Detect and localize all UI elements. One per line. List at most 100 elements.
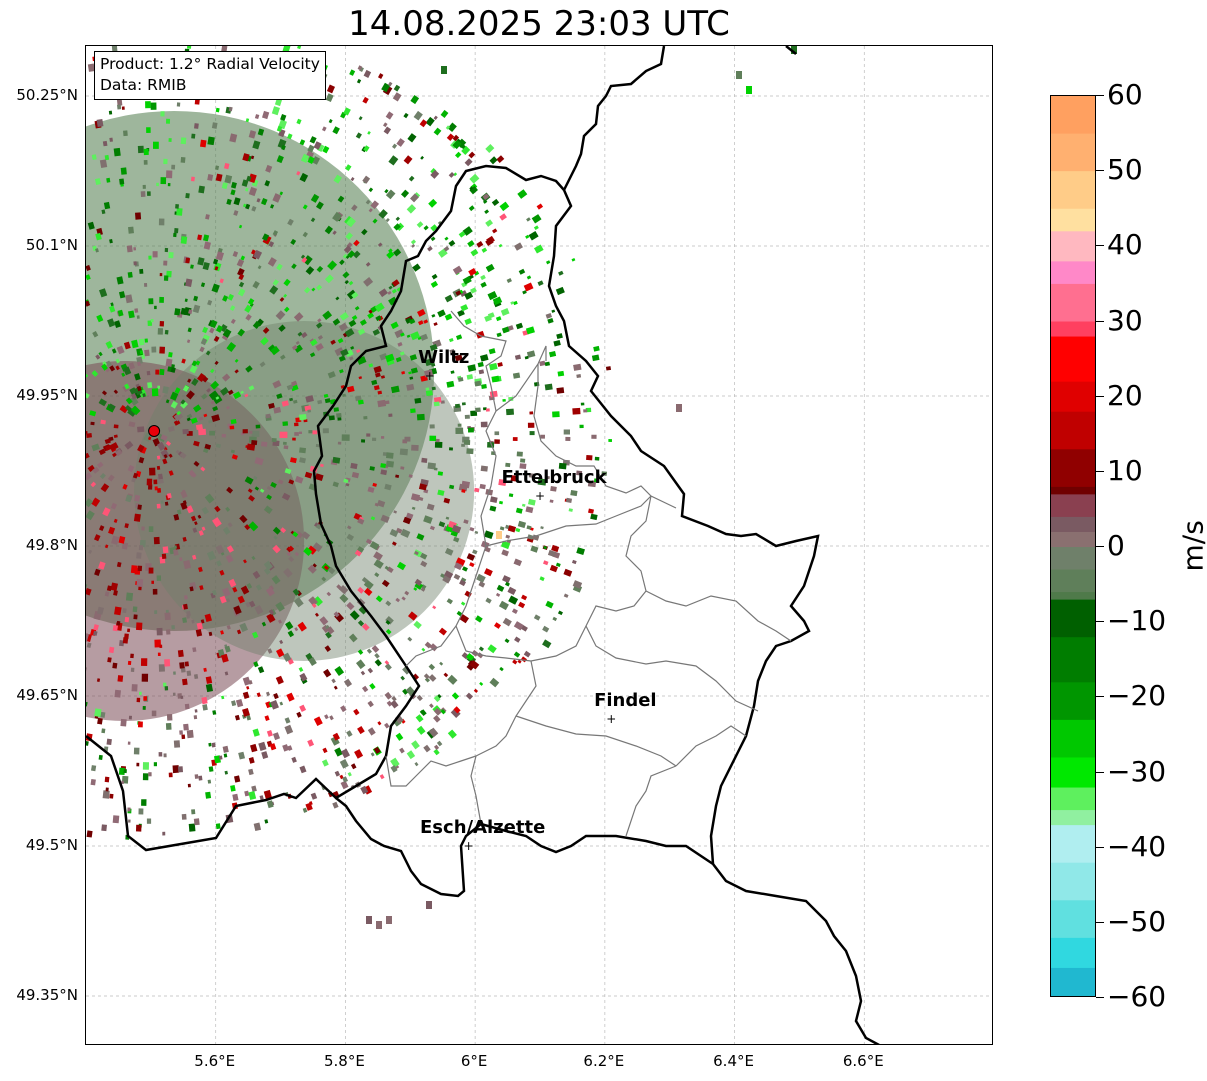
colorbar-band — [1051, 967, 1095, 996]
velocity-pixel — [97, 717, 103, 725]
velocity-pixel — [174, 228, 179, 234]
velocity-pixel — [520, 458, 526, 463]
velocity-pixel — [159, 296, 164, 303]
velocity-pixel — [309, 136, 317, 144]
velocity-pixel — [129, 396, 139, 406]
velocity-pixel — [251, 430, 260, 437]
velocity-pixel — [276, 648, 285, 658]
velocity-pixel — [137, 145, 144, 154]
velocity-pixel — [221, 653, 229, 663]
colorbar-band — [1051, 900, 1095, 939]
velocity-pixel — [101, 728, 106, 734]
velocity-pixel — [549, 564, 558, 573]
velocity-pixel — [436, 740, 443, 747]
velocity-pixel — [332, 801, 339, 809]
velocity-pixel — [86, 701, 88, 707]
velocity-pixel — [101, 363, 108, 371]
velocity-pixel — [219, 569, 225, 576]
velocity-pixel — [330, 736, 340, 746]
velocity-pixel — [287, 745, 293, 751]
velocity-pixel — [86, 632, 89, 642]
velocity-pixel — [113, 518, 118, 523]
velocity-pixel — [138, 585, 142, 591]
velocity-pixel — [456, 610, 463, 617]
velocity-pixel — [358, 605, 368, 615]
velocity-pixel — [198, 185, 205, 194]
border-lu-de — [547, 189, 820, 865]
velocity-pixel — [324, 225, 333, 235]
velocity-pixel — [358, 116, 363, 121]
velocity-pixel — [416, 694, 423, 702]
velocity-pixel — [539, 360, 546, 367]
velocity-pixel — [261, 198, 268, 206]
border-lu-fr — [335, 797, 714, 898]
velocity-pixel — [288, 556, 295, 563]
velocity-pixel — [242, 429, 248, 434]
velocity-pixel — [312, 430, 318, 435]
velocity-pixel — [571, 257, 576, 262]
velocity-pixel — [418, 496, 424, 501]
velocity-pixel — [453, 536, 460, 543]
velocity-pixel — [425, 116, 435, 127]
colorbar-tick — [1096, 771, 1104, 773]
velocity-pixel — [102, 790, 110, 799]
velocity-pixel — [406, 750, 416, 760]
velocity-pixel — [316, 143, 325, 153]
velocity-pixel — [388, 285, 393, 290]
velocity-pixel — [414, 550, 419, 556]
velocity-pixel — [147, 382, 153, 389]
colorbar-band — [1051, 810, 1095, 826]
velocity-pixel — [163, 753, 167, 758]
velocity-pixel — [445, 125, 451, 130]
velocity-pixel — [487, 644, 497, 654]
velocity-pixel — [371, 437, 377, 442]
velocity-pixel — [237, 595, 245, 604]
velocity-pixel — [295, 340, 300, 345]
velocity-pixel — [307, 739, 315, 747]
velocity-pixel — [238, 273, 245, 281]
velocity-pixel — [361, 439, 366, 443]
velocity-pixel — [255, 584, 262, 591]
velocity-pixel — [424, 358, 434, 367]
velocity-pixel — [423, 673, 430, 680]
velocity-pixel — [176, 102, 181, 107]
velocity-pixel — [142, 393, 146, 398]
colorbar-band — [1051, 486, 1095, 495]
velocity-pixel — [278, 324, 286, 332]
velocity-pixel — [150, 318, 154, 323]
velocity-pixel — [101, 390, 108, 396]
velocity-pixel — [112, 624, 119, 632]
velocity-pixel — [164, 659, 171, 667]
velocity-pixel — [469, 527, 475, 532]
velocity-pixel — [197, 257, 205, 266]
longitude-label: 6.6°E — [842, 1052, 884, 1070]
velocity-pixel — [470, 410, 478, 417]
velocity-pixel — [344, 328, 355, 338]
velocity-pixel — [96, 606, 104, 615]
velocity-pixel — [345, 254, 350, 260]
velocity-pixel — [590, 513, 598, 521]
velocity-pixel — [123, 130, 128, 137]
colorbar-band — [1051, 719, 1095, 758]
velocity-pixel — [228, 106, 233, 112]
velocity-pixel — [381, 579, 390, 588]
velocity-pixel — [396, 138, 405, 147]
velocity-pixel — [233, 197, 241, 206]
colorbar-tick — [1096, 621, 1104, 623]
velocity-pixel — [464, 158, 473, 167]
velocity-pixel — [420, 155, 424, 160]
velocity-pixel — [226, 406, 230, 410]
velocity-pixel — [130, 405, 141, 416]
velocity-pixel — [402, 516, 412, 525]
velocity-pixel — [343, 478, 349, 484]
velocity-pixel — [446, 598, 453, 605]
velocity-pixel — [361, 577, 369, 584]
velocity-pixel — [283, 278, 291, 287]
velocity-pixel — [369, 466, 375, 471]
velocity-pixel — [171, 164, 176, 170]
radar-map[interactable]: + + + + — [85, 45, 993, 1045]
velocity-pixel — [373, 365, 382, 374]
velocity-pixel — [312, 156, 321, 165]
velocity-pixel — [372, 328, 380, 336]
velocity-pixel — [186, 431, 193, 436]
